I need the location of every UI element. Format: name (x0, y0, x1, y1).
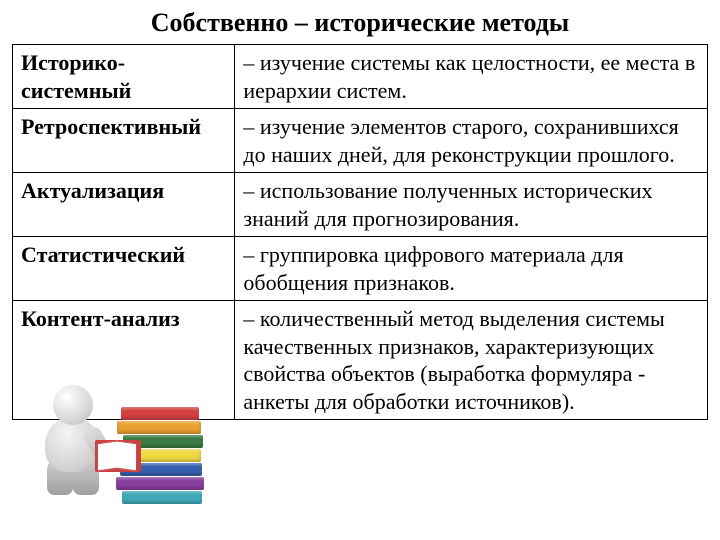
method-description: – изучение элементов старого, сохранивши… (235, 109, 708, 173)
method-description: – группировка цифрового материала для об… (235, 237, 708, 301)
method-name: Статистический (13, 237, 235, 301)
method-name: Актуализация (13, 173, 235, 237)
person-figure-icon (35, 385, 115, 495)
open-book-icon (95, 440, 139, 472)
table-row: Статистический – группировка цифрового м… (13, 237, 708, 301)
table-row: Историко-системный – изучение системы ка… (13, 45, 708, 109)
method-description: – использование полученных исторических … (235, 173, 708, 237)
page-title: Собственно – исторические методы (12, 8, 708, 38)
table-row: Ретроспективный – изучение элементов ста… (13, 109, 708, 173)
method-name: Ретроспективный (13, 109, 235, 173)
reading-figure-illustration (25, 365, 205, 505)
methods-table: Историко-системный – изучение системы ка… (12, 44, 708, 420)
method-name: Историко-системный (13, 45, 235, 109)
method-description: – изучение системы как целостности, ее м… (235, 45, 708, 109)
table-row: Актуализация – использование полученных … (13, 173, 708, 237)
method-description: – количественный метод выделения системы… (235, 301, 708, 420)
